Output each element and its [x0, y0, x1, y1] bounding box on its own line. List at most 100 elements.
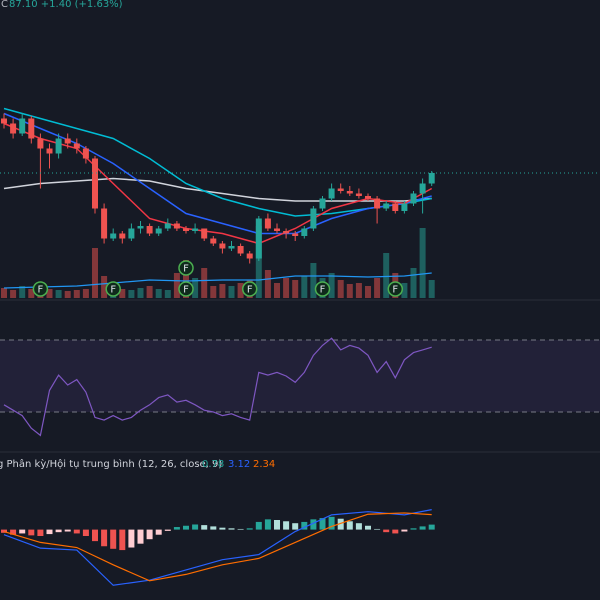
volume-bar: [337, 280, 344, 298]
volume-bar: [383, 253, 390, 298]
candle-body: [173, 223, 180, 229]
macd-histogram-bar: [1, 529, 7, 533]
volume-bar: [10, 290, 17, 298]
macd-histogram-bar: [101, 529, 108, 547]
candle-body: [55, 138, 62, 154]
macd-hist-value: 0.78: [202, 459, 224, 470]
candle-body: [192, 228, 199, 231]
volume-bar: [328, 273, 335, 298]
volume-bar: [119, 289, 126, 298]
candle-body: [374, 198, 381, 209]
macd-histogram-bar: [328, 516, 335, 530]
volume-bar: [255, 226, 262, 298]
volume-bar: [401, 283, 408, 298]
rsi-line: [3, 337, 432, 437]
macd-histogram-bar: [274, 520, 280, 530]
macd-histogram-bar: [92, 529, 98, 542]
volume-bar: [164, 290, 171, 298]
candle-body: [119, 233, 126, 239]
volume-bar: [46, 289, 53, 298]
event-marker: [387, 281, 404, 297]
volume-bar: [183, 260, 189, 298]
candle-body: [301, 228, 308, 236]
volume-bar: [310, 263, 317, 298]
candle-body: [310, 208, 317, 229]
volume-bar: [210, 286, 217, 298]
macd-histogram-bar: [37, 529, 44, 536]
macd-histogram-bar: [310, 519, 317, 530]
candle-body: [246, 253, 253, 259]
volume-bar: [101, 276, 108, 298]
candle-body: [383, 203, 390, 209]
macd-histogram-bar: [374, 528, 381, 530]
volume-bar: [219, 284, 226, 298]
macd-histogram-bar: [237, 528, 244, 530]
candle-body: [237, 246, 244, 254]
macd-histogram-bar: [183, 525, 189, 530]
macd-histogram-bar: [19, 529, 26, 534]
close-text: 87.10 +1.40 (+1.63%): [9, 0, 123, 10]
macd-histogram-bar: [365, 525, 371, 530]
candle-body: [228, 246, 235, 249]
macd-histogram-bar: [246, 528, 253, 530]
macd-histogram-bar: [401, 529, 408, 532]
candle-body: [101, 208, 108, 239]
volume-bar: [137, 288, 144, 298]
candle-body: [64, 138, 71, 144]
close-label: C: [1, 0, 8, 10]
volume-bar: [264, 270, 271, 298]
macd-histogram-bar: [292, 523, 299, 530]
macd-histogram-bar: [419, 526, 426, 530]
candle-body: [10, 123, 17, 134]
volume-bar: [228, 286, 235, 298]
event-label: F: [392, 285, 398, 296]
candle-body: [37, 138, 44, 149]
event-marker: [32, 281, 49, 297]
volume-bar: [92, 248, 98, 298]
volume-bar: [19, 286, 26, 298]
volume-bar: [146, 286, 153, 298]
macd-histogram-bar: [228, 528, 235, 530]
candle-body: [365, 196, 371, 199]
candle-body: [28, 118, 35, 139]
event-label: F: [38, 285, 44, 296]
macd-histogram-bar: [155, 529, 162, 535]
macd-histogram-bar: [301, 521, 308, 530]
macd-histogram-bar: [146, 529, 153, 540]
volume-bar: [55, 290, 62, 298]
candle-body: [137, 226, 144, 229]
candle-body: [355, 193, 362, 196]
volume-bar: [355, 283, 362, 298]
volume-bar: [192, 278, 199, 298]
candle-body: [164, 223, 171, 229]
volume-bar: [28, 289, 35, 298]
event-marker: [178, 281, 194, 297]
macd-title: g Phân kỳ/Hội tụ trung bình (12, 26, clo…: [0, 458, 222, 470]
candle-body: [337, 188, 344, 191]
macd-histogram-bar: [210, 526, 217, 530]
candle-body: [264, 218, 271, 229]
volume-bar: [128, 290, 135, 298]
macd-histogram-bar: [264, 519, 271, 530]
candle-body: [19, 118, 26, 134]
event-label: F: [320, 285, 326, 296]
macd-line: [3, 509, 432, 586]
candle-body: [292, 233, 299, 236]
volume-bar: [274, 283, 280, 298]
volume-bar: [365, 286, 371, 298]
candle-body: [110, 233, 117, 239]
event-marker: [105, 281, 121, 297]
candle-body: [419, 183, 426, 194]
candle-body: [155, 228, 162, 234]
event-marker: [314, 281, 331, 297]
rsi-band: [0, 340, 600, 412]
macd-histogram-bar: [128, 529, 135, 548]
macd-histogram-bar: [383, 529, 390, 533]
macd-signal-value: 2.34: [253, 459, 275, 470]
macd-histogram-bar: [428, 524, 435, 530]
macd-histogram-bar: [28, 529, 35, 536]
candle-body: [82, 148, 89, 159]
macd-histogram-bar: [219, 527, 226, 530]
volume-bar: [292, 280, 299, 298]
candle-body: [92, 158, 98, 209]
